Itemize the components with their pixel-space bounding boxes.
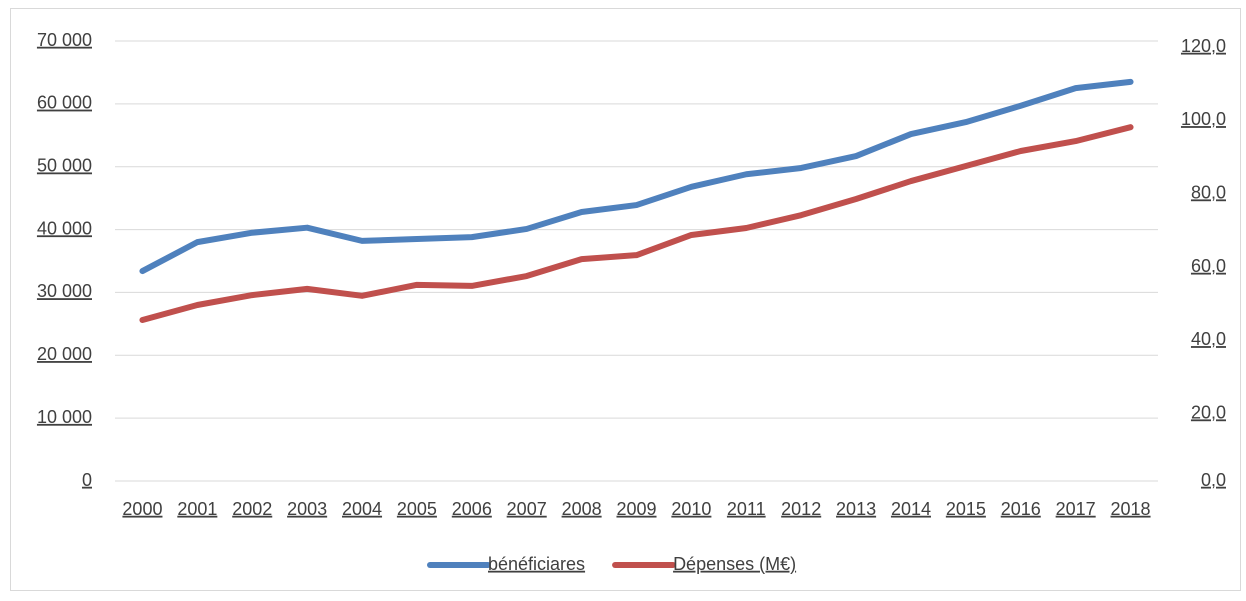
y2-tick-label: 80,0 [1191,182,1226,202]
y-tick-label: 40 000 [37,218,92,238]
x-tick-label: 2006 [452,499,492,519]
x-tick-label: 2002 [232,499,272,519]
y-tick-label: 0 [82,470,92,490]
x-tick-label: 2014 [891,499,931,519]
x-tick-label: 2003 [287,499,327,519]
x-tick-label: 2001 [177,499,217,519]
y-tick-label: 50 000 [37,155,92,175]
y-tick-label: 20 000 [37,344,92,364]
x-tick-label: 2016 [1001,499,1041,519]
y-tick-label: 10 000 [37,407,92,427]
x-tick-label: 2010 [671,499,711,519]
y2-tick-label: 120,0 [1181,36,1226,56]
x-tick-label: 2004 [342,499,382,519]
x-tick-label: 2000 [122,499,162,519]
x-tick-label: 2009 [616,499,656,519]
y2-tick-label: 40,0 [1191,329,1226,349]
series-line [139,124,1134,324]
x-tick-label: 2008 [562,499,602,519]
x-tick-label: 2018 [1111,499,1151,519]
x-tick-label: 2012 [781,499,821,519]
x-tick-label: 2015 [946,499,986,519]
y2-tick-label: 20,0 [1191,402,1226,422]
x-tick-label: 2011 [727,499,766,519]
x-tick-label: 2017 [1056,499,1096,519]
legend-label: bénéficiares [488,554,585,574]
y2-tick-label: 0,0 [1201,470,1226,490]
y2-tick-label: 100,0 [1181,109,1226,129]
x-tick-label: 2007 [507,499,547,519]
y-tick-label: 30 000 [37,281,92,301]
x-tick-label: 2013 [836,499,876,519]
y2-tick-label: 60,0 [1191,256,1226,276]
y-tick-label: 60 000 [37,93,92,113]
legend-label: Dépenses (M€) [673,554,796,574]
series-line [139,78,1134,275]
x-tick-label: 2005 [397,499,437,519]
y-tick-label: 70 000 [37,30,92,50]
